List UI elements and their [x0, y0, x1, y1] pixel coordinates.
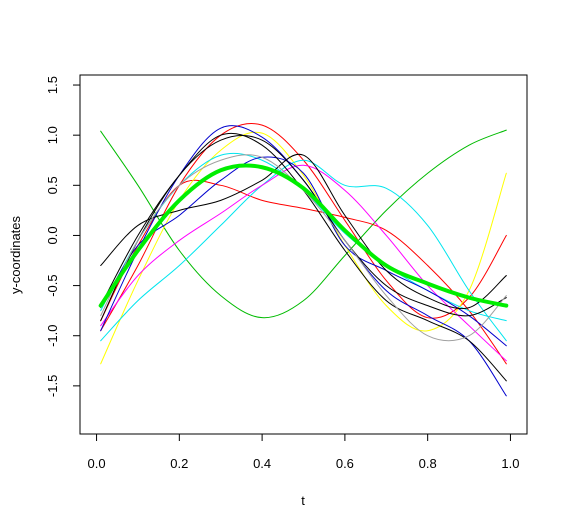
y-tick-label: 0.0 — [45, 226, 60, 244]
mean-curve — [98, 163, 509, 308]
series-line-7 — [100, 164, 507, 362]
y-tick-label: 1.0 — [45, 126, 60, 144]
y-tick-label: 1.5 — [45, 76, 60, 94]
x-tick-label: 0.8 — [419, 456, 437, 471]
series-layer — [98, 123, 509, 397]
y-axis: -1.5 -1.0 -0.5 0.0 0.5 1.0 1.5 — [45, 76, 81, 397]
x-tick-label: 0.4 — [253, 456, 271, 471]
series-line-12 — [100, 132, 507, 382]
series-line-3 — [100, 179, 507, 365]
series-line-13 — [100, 154, 507, 342]
series-line-4 — [100, 131, 507, 365]
y-tick-label: -0.5 — [45, 274, 60, 296]
x-tick-label: 0.6 — [336, 456, 354, 471]
y-tick-label: -1.5 — [45, 375, 60, 397]
x-axis: 0.0 0.2 0.4 0.6 0.8 1.0 — [88, 433, 519, 471]
series-line-5 — [100, 159, 507, 342]
series-line-6 — [100, 152, 507, 322]
plot-frame — [79, 74, 528, 435]
series-line-11 — [100, 134, 507, 322]
y-axis-label: y-coordinates — [8, 215, 23, 294]
x-tick-label: 0.2 — [170, 456, 188, 471]
x-axis-label: t — [301, 493, 305, 508]
y-tick-label: -1.0 — [45, 325, 60, 347]
series-line-9 — [100, 156, 507, 347]
y-tick-label: 0.5 — [45, 176, 60, 194]
x-tick-label: 1.0 — [501, 456, 519, 471]
x-tick-label: 0.0 — [88, 456, 106, 471]
series-line-8 — [100, 125, 507, 397]
